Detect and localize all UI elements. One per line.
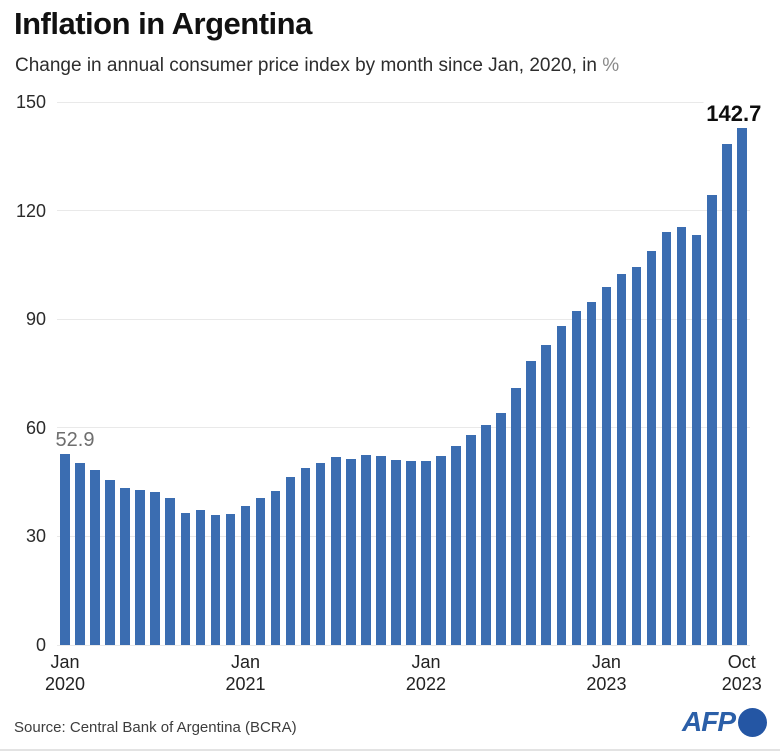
- bar-oct-2022: [556, 326, 567, 645]
- value-annotation-142-7: 142.7: [703, 102, 765, 127]
- chart-title: Inflation in Argentina: [14, 6, 312, 41]
- afp-logo-text: AFP: [682, 706, 736, 737]
- x-axis-label-jan-2022: Jan 2022: [405, 652, 446, 694]
- bar-aug-2023: [706, 194, 717, 645]
- x-axis-label-oct-2023: Oct 2023: [721, 652, 762, 694]
- bar-apr-2021: [285, 477, 296, 645]
- afp-logo: AFP: [682, 706, 767, 738]
- gridline-0: [57, 644, 750, 646]
- bar-dec-2022: [586, 301, 597, 645]
- bar-apr-2023: [646, 251, 657, 645]
- bar-jan-2023: [601, 287, 612, 645]
- chart-subtitle: Change in annual consumer price index by…: [15, 55, 619, 77]
- x-axis-label-jan-2020: Jan 2020: [44, 652, 86, 694]
- y-axis-label-60: 60: [25, 417, 46, 438]
- bar-jul-2020: [150, 491, 161, 645]
- chart-subtitle-text: Change in annual consumer price index by…: [15, 55, 603, 76]
- plot-area: 52.9 142.7: [52, 101, 765, 646]
- bar-jan-2021: [240, 505, 251, 645]
- bar-dec-2021: [406, 460, 416, 645]
- source-text: Source: Central Bank of Argentina (BCRA): [14, 719, 297, 736]
- bar-jun-2021: [315, 463, 326, 645]
- bar-nov-2020: [210, 515, 221, 645]
- bar-feb-2020: [75, 462, 85, 645]
- gridline-120: [57, 210, 750, 212]
- bar-oct-2020: [195, 510, 206, 645]
- bar-apr-2020: [105, 479, 115, 645]
- bar-feb-2021: [255, 497, 266, 645]
- bar-sep-2022: [541, 344, 552, 645]
- bar-jul-2021: [330, 457, 341, 645]
- bar-jul-2023: [691, 234, 702, 645]
- bar-aug-2020: [165, 497, 176, 645]
- bottom-divider: [0, 749, 780, 751]
- bar-sep-2023: [721, 144, 732, 645]
- bar-jun-2023: [676, 226, 687, 645]
- afp-logo-circle-icon: [738, 707, 767, 737]
- bar-nov-2021: [391, 459, 401, 645]
- bar-sep-2020: [180, 512, 191, 645]
- bar-may-2023: [661, 231, 672, 645]
- y-axis-label-150: 150: [15, 92, 46, 112]
- x-axis-label-jan-2023: Jan 2023: [586, 652, 627, 694]
- y-axis-label-0: 0: [35, 635, 46, 655]
- bar-jun-2022: [496, 413, 506, 645]
- bar-mar-2022: [451, 445, 461, 645]
- bar-nov-2022: [571, 310, 582, 645]
- bar-apr-2022: [466, 435, 476, 645]
- y-axis-label-120: 120: [15, 200, 46, 221]
- value-annotation-52-9: 52.9: [52, 427, 98, 452]
- bar-may-2020: [120, 487, 130, 645]
- bar-feb-2023: [616, 273, 627, 645]
- bar-dec-2020: [225, 514, 236, 645]
- bar-may-2021: [300, 468, 311, 645]
- gridline-90: [57, 318, 750, 320]
- bar-aug-2022: [526, 360, 537, 645]
- gridline-150: [57, 101, 750, 103]
- bar-jan-2022: [421, 461, 431, 645]
- bar-mar-2023: [631, 267, 642, 645]
- bar-mar-2020: [90, 469, 100, 645]
- bar-oct-2021: [376, 456, 386, 645]
- bar-aug-2021: [345, 458, 356, 645]
- gridline-60: [57, 427, 750, 429]
- y-axis-label-90: 90: [25, 309, 46, 330]
- bar-feb-2022: [436, 455, 446, 645]
- bar-jul-2022: [511, 387, 521, 645]
- bar-may-2022: [481, 425, 491, 645]
- x-axis-label-jan-2021: Jan 2021: [225, 652, 266, 694]
- bar-jun-2020: [135, 490, 145, 645]
- bar-oct-2023: [737, 128, 747, 645]
- chart-subtitle-percent: %: [602, 55, 620, 76]
- bar-jan-2020: [60, 453, 70, 645]
- y-axis-label-30: 30: [25, 526, 46, 547]
- bar-sep-2021: [361, 454, 371, 645]
- bar-mar-2021: [270, 490, 281, 645]
- gridline-30: [57, 535, 750, 537]
